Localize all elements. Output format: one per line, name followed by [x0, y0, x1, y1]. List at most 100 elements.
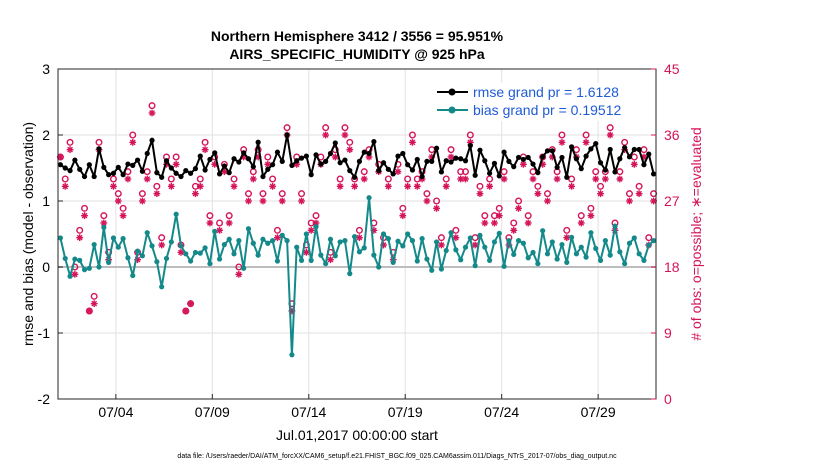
rmse-point: [212, 150, 218, 156]
series-layer: [57, 132, 657, 358]
asterisk-stroke: [110, 183, 117, 190]
y-tick-label-left: -1: [38, 325, 51, 341]
bias-point: [419, 236, 425, 242]
asterisk-stroke: [235, 271, 242, 278]
rmse-point: [515, 154, 522, 161]
rmse-point: [144, 150, 150, 157]
asterisk-stroke: [457, 176, 464, 182]
obs-possible-marker: [138, 190, 146, 198]
asterisk-stroke: [207, 220, 213, 226]
rmse-point: [535, 170, 541, 176]
obs-evaluated-marker: [601, 175, 609, 183]
rmse-point: [323, 158, 329, 164]
obs-possible-marker: [269, 175, 277, 183]
bias-point: [376, 264, 382, 270]
obs-evaluated-marker: [274, 234, 281, 242]
asterisk-stroke: [86, 308, 93, 314]
obs-possible-marker: [278, 190, 286, 198]
obs-evaluated-marker: [356, 234, 363, 242]
asterisk-stroke: [308, 227, 315, 234]
obs-possible-marker: [119, 204, 127, 212]
bias-point: [453, 247, 459, 253]
bias-point: [414, 258, 420, 264]
rmse-point: [77, 166, 83, 172]
bias-point: [163, 255, 170, 262]
asterisk-stroke: [346, 146, 353, 153]
asterisk-stroke: [298, 198, 305, 204]
bias-point: [236, 238, 242, 244]
bias-point: [159, 284, 165, 290]
obs-evaluated-marker: [76, 234, 84, 242]
rmse-point: [573, 156, 580, 162]
rmse-point: [453, 155, 459, 161]
asterisk-stroke: [616, 176, 623, 182]
bias-point: [115, 244, 121, 250]
rmse-point: [130, 162, 136, 168]
asterisk-stroke: [486, 183, 493, 190]
asterisk-stroke: [303, 249, 310, 256]
bias-point: [405, 231, 411, 237]
y-tick-label-right: 45: [664, 61, 680, 77]
asterisk-stroke: [395, 168, 401, 175]
rmse-point: [390, 171, 396, 177]
bias-point: [313, 224, 319, 230]
asterisk-stroke: [626, 198, 633, 204]
y-tick-label-left: 1: [42, 193, 50, 209]
obs-possible-marker: [230, 175, 238, 183]
y-tick-label-right: 9: [664, 325, 672, 341]
bias-point: [433, 239, 440, 245]
bias-point: [472, 263, 478, 269]
obs-possible-marker: [515, 197, 523, 205]
bias-point: [120, 236, 126, 242]
right-axis-ticks: 0 9 18 27 36 45: [651, 61, 680, 407]
asterisk-stroke: [260, 198, 266, 204]
rmse-point: [472, 172, 478, 178]
rmse-point: [86, 162, 92, 168]
obs-possible-marker: [196, 175, 204, 183]
asterisk-stroke: [602, 176, 609, 182]
asterisk-stroke: [578, 220, 585, 226]
rmse-point: [376, 168, 382, 174]
obs-possible-marker: [384, 175, 392, 183]
obs-evaluated-marker: [346, 146, 354, 154]
rmse-point: [409, 167, 416, 173]
x-tick-label: 07/29: [581, 404, 616, 420]
asterisk-stroke: [115, 198, 122, 204]
left-axis-ticks: -2 -1 0 1 2 3: [38, 61, 63, 407]
obs-evaluated-marker: [447, 153, 455, 161]
obs-evaluated-marker: [114, 197, 122, 205]
asterisk-stroke: [530, 176, 536, 182]
asterisk-stroke: [588, 212, 594, 219]
obs-evaluated-marker: [245, 197, 252, 205]
asterisk-stroke: [192, 190, 199, 197]
x-tick-label: 07/14: [291, 404, 326, 420]
obs-possible-marker: [500, 168, 508, 176]
obs-evaluated-marker: [606, 131, 614, 139]
bias-point: [395, 238, 401, 244]
obs-possible-marker: [153, 182, 161, 190]
bias-point: [554, 256, 560, 262]
bias-point: [250, 240, 256, 246]
obs-evaluated-marker: [192, 190, 199, 198]
asterisk-stroke: [187, 300, 194, 307]
obs-evaluated-marker: [110, 182, 117, 190]
x-tick-label: 07/24: [484, 404, 519, 420]
bias-point: [588, 230, 594, 236]
rmse-point: [308, 172, 314, 178]
bias-point: [212, 228, 218, 234]
bias-point: [593, 245, 599, 252]
obs-evaluated-marker: [404, 182, 412, 190]
bias-point: [342, 238, 348, 244]
bias-point: [501, 263, 507, 269]
asterisk-stroke: [404, 183, 411, 190]
obs-possible-marker: [225, 212, 233, 220]
bias-point: [274, 258, 281, 264]
bias-point: [631, 235, 637, 241]
bias-point: [424, 256, 430, 262]
asterisk-stroke: [409, 139, 416, 146]
obs-evaluated-marker: [519, 160, 527, 168]
rmse-point: [380, 160, 387, 166]
obs-possible-marker: [61, 175, 69, 183]
obs-evaluated-marker: [524, 219, 532, 227]
obs-possible-marker: [66, 138, 74, 146]
